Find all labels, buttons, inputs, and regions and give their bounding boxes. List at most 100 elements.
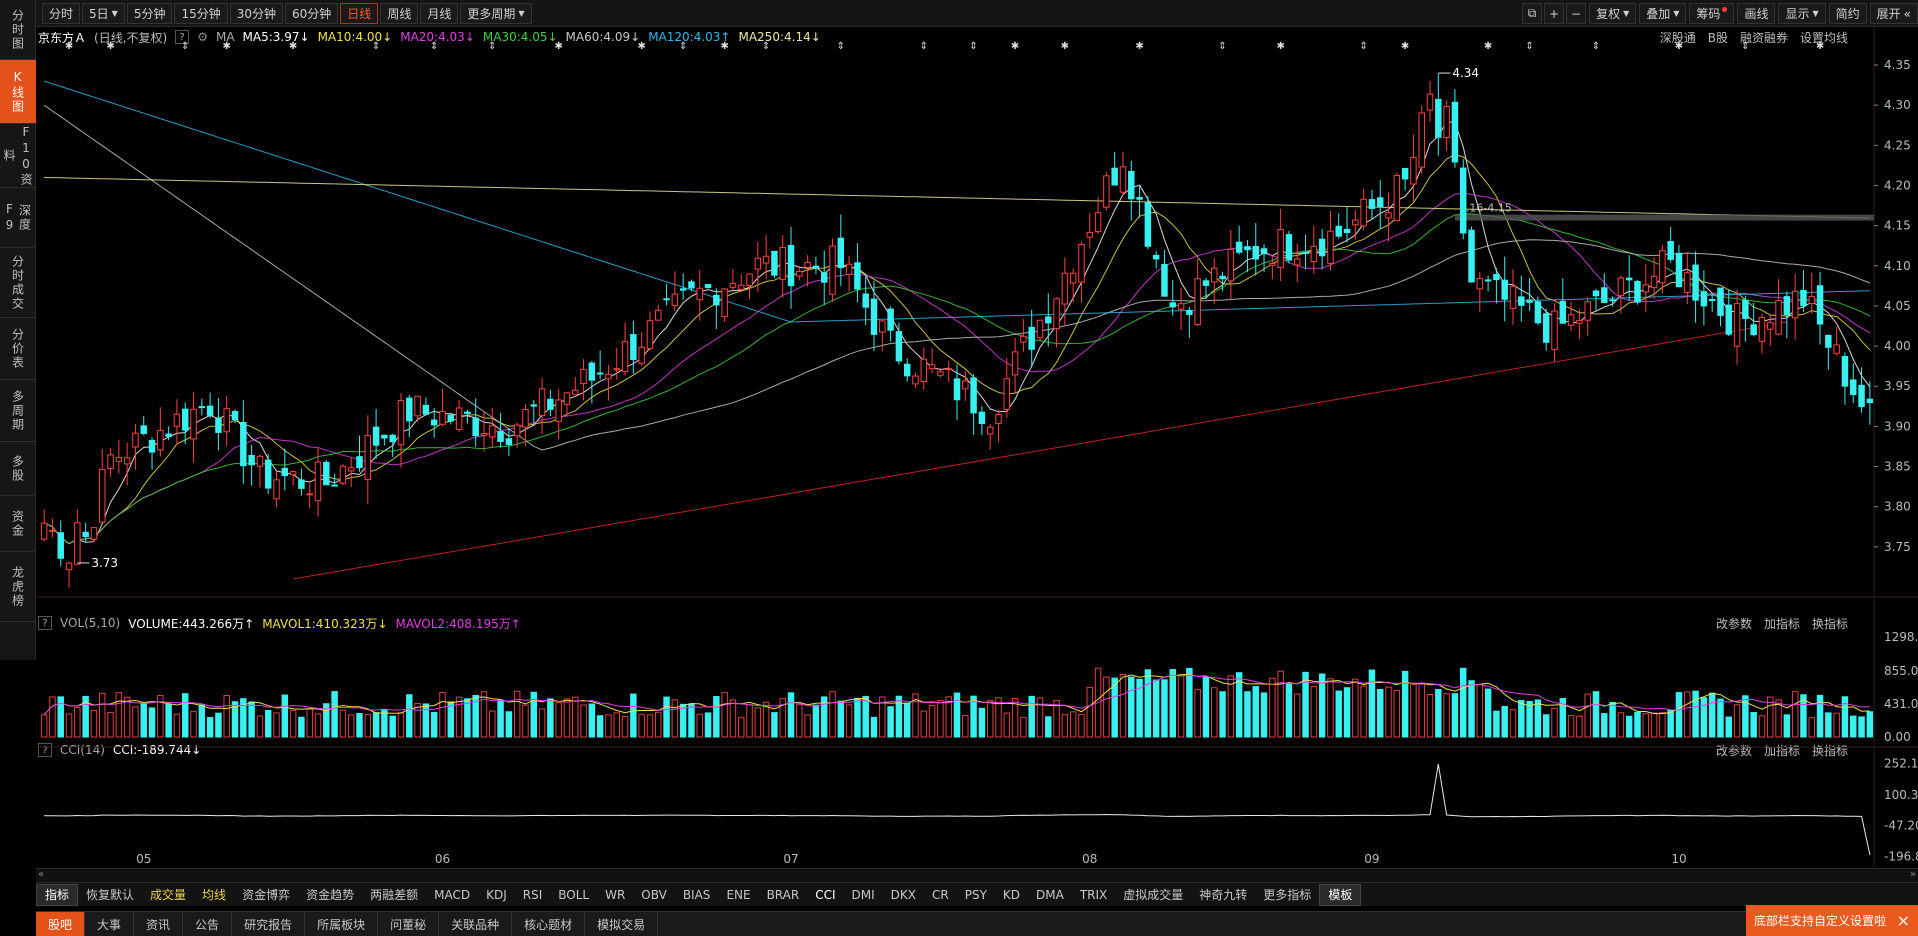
candle[interactable] <box>1418 105 1425 175</box>
candle[interactable] <box>1750 302 1757 337</box>
indicator-tab-4[interactable]: 资金博弈 <box>242 888 291 902</box>
volume-bar[interactable] <box>1634 711 1641 738</box>
volume-bar[interactable] <box>679 703 687 738</box>
volume-bar[interactable] <box>787 692 795 738</box>
candle[interactable] <box>1094 196 1102 234</box>
volume-bar[interactable] <box>40 714 48 738</box>
volume-bar[interactable] <box>430 711 438 738</box>
candle[interactable] <box>289 470 297 486</box>
volume-bar[interactable] <box>638 713 645 738</box>
candle[interactable] <box>314 447 322 517</box>
candle[interactable] <box>621 322 629 376</box>
event-marker-icon[interactable]: ✱ <box>1401 41 1409 52</box>
volume-bar[interactable] <box>115 692 123 738</box>
candle[interactable] <box>663 283 670 306</box>
volume-bar[interactable] <box>538 708 546 738</box>
volume-bar[interactable] <box>1783 714 1791 738</box>
volume-bar[interactable] <box>1567 715 1575 738</box>
candle[interactable] <box>206 392 214 419</box>
candle[interactable] <box>1675 244 1683 288</box>
candle[interactable] <box>1202 277 1210 300</box>
event-marker-icon[interactable]: ✱ <box>637 41 645 52</box>
candle[interactable] <box>1700 270 1708 326</box>
candle[interactable] <box>513 422 521 448</box>
candle[interactable] <box>356 435 363 472</box>
indicator-tab-14[interactable]: ENE <box>726 887 751 902</box>
candle[interactable] <box>414 395 421 422</box>
candle[interactable] <box>1725 289 1733 336</box>
volume-bar[interactable] <box>1335 690 1342 738</box>
volume-bar[interactable] <box>580 704 587 738</box>
volume-bar[interactable] <box>439 692 446 738</box>
candle[interactable] <box>1219 271 1226 292</box>
candle[interactable] <box>1526 277 1533 311</box>
volume-bar[interactable] <box>1128 676 1135 738</box>
toolbar-button-2[interactable]: 筹码 <box>1689 3 1735 24</box>
candle[interactable] <box>1443 100 1450 151</box>
toolbar-button-3[interactable]: 画线 <box>1737 3 1776 24</box>
left-nav-item-9[interactable]: 龙虎榜 <box>0 552 36 622</box>
volume-bar[interactable] <box>173 713 181 738</box>
candle[interactable] <box>198 398 206 416</box>
left-nav-item-2[interactable]: F10资料 <box>0 124 36 188</box>
volume-bar[interactable] <box>630 693 637 738</box>
candle[interactable] <box>447 413 455 425</box>
candle[interactable] <box>538 377 546 434</box>
event-marker-icon[interactable]: ✱ <box>65 41 73 52</box>
left-nav-item-6[interactable]: 多周期 <box>0 380 36 442</box>
indicator-tab-9[interactable]: RSI <box>522 887 543 902</box>
volume-bar[interactable] <box>1459 667 1467 738</box>
event-marker-icon[interactable]: ✱ <box>1484 41 1492 52</box>
candle[interactable] <box>1459 159 1467 240</box>
candle[interactable] <box>1816 271 1824 345</box>
candle[interactable] <box>937 367 944 378</box>
candle[interactable] <box>879 319 886 352</box>
volume-bar[interactable] <box>1700 697 1708 738</box>
candle[interactable] <box>1808 272 1815 314</box>
volume-bar[interactable] <box>928 704 936 738</box>
volume-bar[interactable] <box>298 716 305 738</box>
candle[interactable] <box>1393 172 1401 222</box>
volume-bar[interactable] <box>704 712 712 738</box>
candle[interactable] <box>630 320 637 374</box>
volume-bar[interactable] <box>779 698 786 738</box>
candle[interactable] <box>953 364 961 421</box>
volume-bar[interactable] <box>1103 676 1110 738</box>
volume-bar[interactable] <box>912 693 919 738</box>
candle[interactable] <box>381 434 388 446</box>
candle[interactable] <box>522 404 529 446</box>
volume-bar[interactable] <box>1866 711 1874 738</box>
candle[interactable] <box>1642 263 1650 312</box>
candle[interactable] <box>1542 308 1550 351</box>
scroll-right-icon[interactable]: » <box>1909 869 1916 880</box>
volume-bar[interactable] <box>1211 687 1218 738</box>
candle[interactable] <box>1435 73 1442 156</box>
volume-bar[interactable] <box>165 703 172 738</box>
candle[interactable] <box>1617 275 1625 314</box>
candle[interactable] <box>248 444 255 486</box>
volume-bar[interactable] <box>1468 680 1475 738</box>
candle[interactable] <box>920 347 928 390</box>
candle[interactable] <box>1161 250 1168 297</box>
indicator-tab-8[interactable]: KDJ <box>486 887 507 902</box>
cci-help-icon[interactable]: ? <box>38 743 52 757</box>
candle[interactable] <box>870 281 878 351</box>
candle[interactable] <box>1385 192 1392 242</box>
toolbar-button-0[interactable]: 复权 ▼ <box>1589 3 1637 24</box>
volume-bar[interactable] <box>1659 712 1666 738</box>
toolbar-button-6[interactable]: 展开 « <box>1869 3 1918 24</box>
candle[interactable] <box>613 347 620 380</box>
candle[interactable] <box>82 522 89 542</box>
volume-bar[interactable] <box>397 712 405 738</box>
candle[interactable] <box>1352 209 1359 240</box>
indicator-tab-25[interactable]: 神奇九转 <box>1199 888 1248 902</box>
candle[interactable] <box>1152 251 1160 269</box>
candle[interactable] <box>1601 273 1608 304</box>
volume-bar[interactable] <box>829 691 836 738</box>
candle[interactable] <box>1343 207 1351 243</box>
candle[interactable] <box>1144 195 1152 250</box>
indicator-tab-5[interactable]: 资金趋势 <box>306 888 355 902</box>
candle[interactable] <box>389 433 396 457</box>
volume-bar[interactable] <box>1775 699 1782 738</box>
candle[interactable] <box>1011 338 1019 394</box>
